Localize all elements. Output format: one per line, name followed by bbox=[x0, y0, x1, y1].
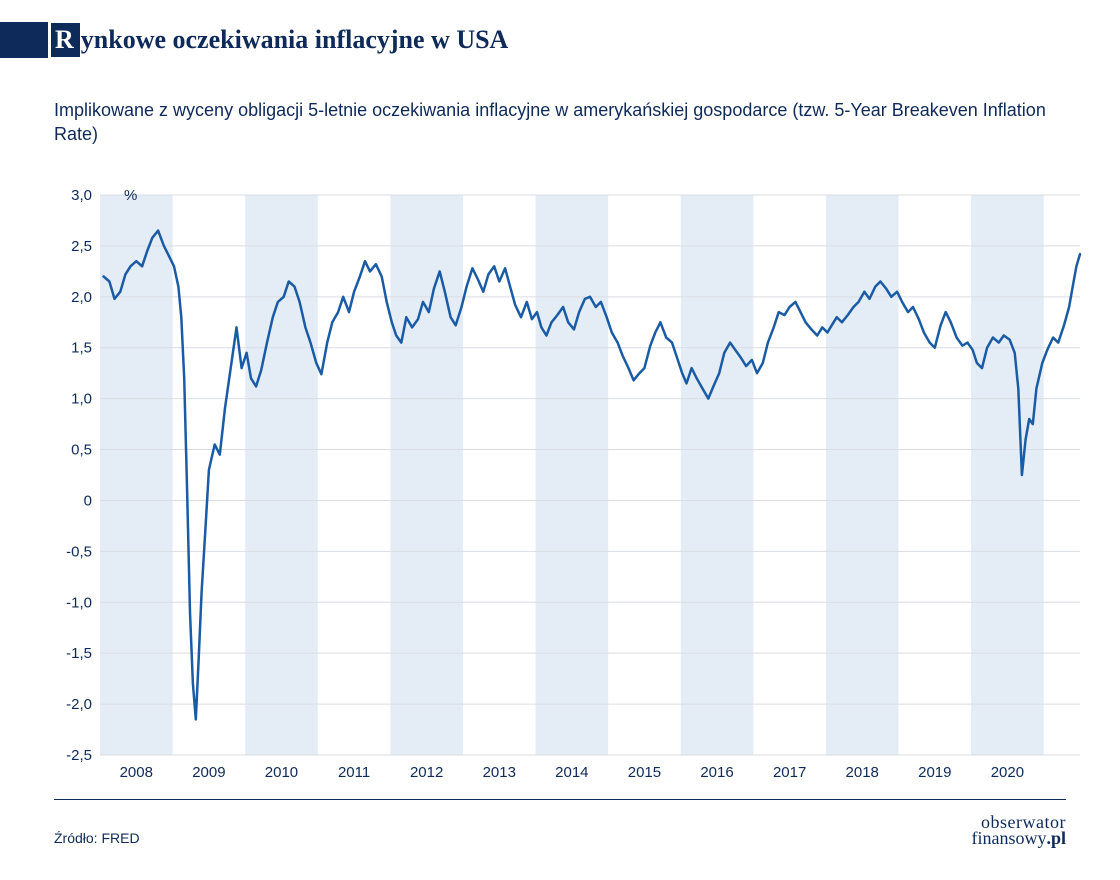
logo-line2: finansowy.pl bbox=[971, 830, 1066, 846]
y-tick-label: -1,5 bbox=[66, 645, 92, 662]
x-tick-label: 2014 bbox=[555, 764, 588, 781]
x-tick-label: 2011 bbox=[338, 764, 370, 781]
x-tick-label: 2012 bbox=[410, 764, 443, 781]
y-tick-label: 2,5 bbox=[71, 238, 92, 255]
publisher-logo: obserwator finansowy.pl bbox=[971, 814, 1066, 846]
y-unit-label: % bbox=[124, 187, 137, 204]
y-tick-label: -2,0 bbox=[66, 696, 92, 713]
y-tick-label: -0,5 bbox=[66, 543, 92, 560]
x-tick-label: 2015 bbox=[628, 764, 661, 781]
year-band bbox=[536, 195, 609, 755]
y-tick-label: 1,5 bbox=[71, 340, 92, 357]
x-tick-label: 2010 bbox=[265, 764, 298, 781]
y-tick-label: -1,0 bbox=[66, 594, 92, 611]
y-tick-label: 2,0 bbox=[71, 289, 92, 306]
x-tick-label: 2016 bbox=[700, 764, 733, 781]
title-dropcap: R bbox=[51, 23, 80, 57]
y-tick-label: 0,5 bbox=[71, 442, 92, 459]
y-tick-label: 1,0 bbox=[71, 391, 92, 408]
chart-footer: Źródło: FRED obserwator finansowy.pl bbox=[54, 799, 1066, 846]
year-band bbox=[245, 195, 318, 755]
year-band bbox=[390, 195, 463, 755]
x-tick-label: 2019 bbox=[918, 764, 951, 781]
x-tick-label: 2017 bbox=[773, 764, 806, 781]
x-tick-label: 2009 bbox=[192, 764, 225, 781]
x-tick-label: 2020 bbox=[991, 764, 1024, 781]
source-label: Źródło: FRED bbox=[54, 830, 140, 846]
chart-subtitle: Implikowane z wyceny obligacji 5-letnie … bbox=[54, 98, 1064, 147]
title-bar: Rynkowe oczekiwania inflacyjne w USA bbox=[0, 0, 1120, 58]
x-tick-label: 2008 bbox=[120, 764, 153, 781]
title-rest: ynkowe oczekiwania inflacyjne w USA bbox=[81, 25, 509, 54]
year-band bbox=[681, 195, 754, 755]
year-band bbox=[100, 195, 173, 755]
y-tick-label: -2,5 bbox=[66, 747, 92, 764]
y-tick-label: 3,0 bbox=[71, 187, 92, 204]
title-stripe bbox=[0, 22, 48, 58]
y-tick-label: 0 bbox=[84, 492, 92, 509]
year-band bbox=[971, 195, 1044, 755]
chart-title: Rynkowe oczekiwania inflacyjne w USA bbox=[51, 23, 508, 57]
line-chart: -2,5 -2,0 -1,5 -1,0 -0,5 0 0,5 1,0 1,5 2,0 2,5 3,0%… bbox=[54, 185, 1084, 785]
year-band bbox=[826, 195, 899, 755]
chart-svg: -2,5 -2,0 -1,5 -1,0 -0,5 0 0,5 1,0 1,5 2,0 2,5 3,0%… bbox=[54, 185, 1084, 785]
x-tick-label: 2018 bbox=[846, 764, 879, 781]
x-tick-label: 2013 bbox=[483, 764, 516, 781]
